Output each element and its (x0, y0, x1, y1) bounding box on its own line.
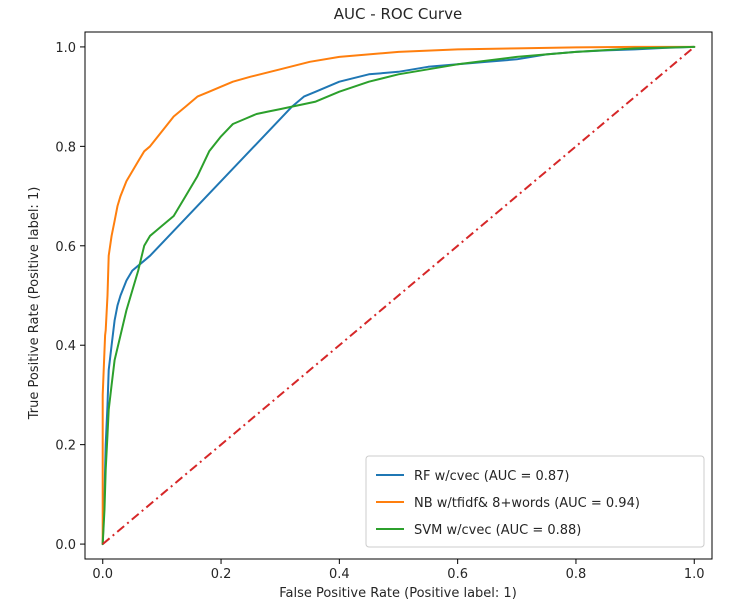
y-tick-label: 0.0 (55, 538, 76, 553)
x-tick-label: 0.0 (92, 567, 113, 582)
legend-box (365, 455, 705, 548)
y-tick-label: 0.4 (55, 339, 76, 354)
plot-frame (84, 31, 713, 560)
x-tick-label: 1.0 (684, 567, 705, 582)
y-axis-label: True Positive Rate (Positive label: 1) (27, 187, 42, 421)
x-tick-label: 0.6 (447, 567, 468, 582)
chance-diagonal-line (102, 46, 695, 545)
plot-area (84, 31, 713, 560)
y-tick-label: 0.6 (55, 240, 76, 255)
x-tick-label: 0.2 (211, 567, 232, 582)
y-tick-label: 1.0 (55, 41, 76, 56)
series-line-2 (101, 45, 696, 546)
legend-label: NB w/tfidf& 8+words (AUC = 0.94) (414, 496, 640, 511)
x-axis-label: False Positive Rate (Positive label: 1) (279, 586, 517, 601)
legend: RF w/cvec (AUC = 0.87) NB w/tfidf& 8+word… (365, 455, 705, 548)
chart-title: AUC - ROC Curve (334, 5, 462, 23)
x-tick-label: 0.4 (329, 567, 350, 582)
x-tick-label: 0.8 (566, 567, 587, 582)
y-tick-label: 0.2 (55, 439, 76, 454)
y-tick-label: 0.8 (55, 140, 76, 155)
axis-ticks: 0.0 0.2 0.4 0.6 0.8 1.0 0.0 0.2 0.4 0.6 0.8 1.0 (55, 41, 704, 582)
series-line-1 (101, 45, 696, 546)
legend-label: RF w/cvec (AUC = 0.87) (414, 469, 570, 484)
legend-label: SVM w/cvec (AUC = 0.88) (414, 523, 581, 538)
